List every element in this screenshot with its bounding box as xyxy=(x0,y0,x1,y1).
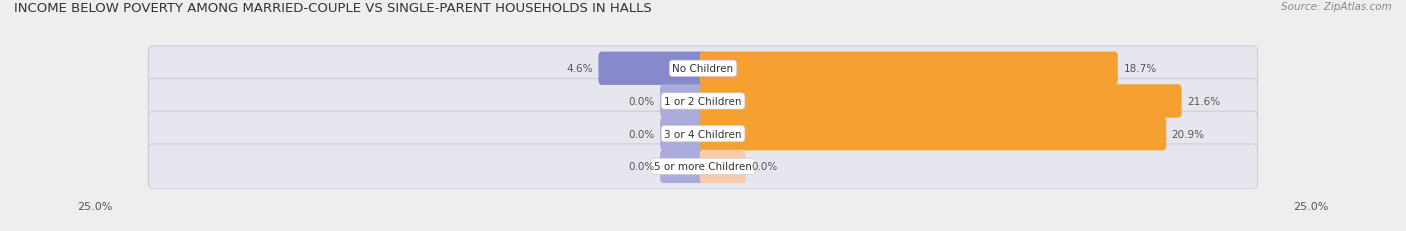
FancyBboxPatch shape xyxy=(149,47,1257,91)
FancyBboxPatch shape xyxy=(149,112,1257,156)
FancyBboxPatch shape xyxy=(700,118,1166,151)
FancyBboxPatch shape xyxy=(659,85,706,118)
Text: 20.9%: 20.9% xyxy=(1171,129,1205,139)
Text: 18.7%: 18.7% xyxy=(1123,64,1157,74)
FancyBboxPatch shape xyxy=(700,150,747,183)
Text: No Children: No Children xyxy=(672,64,734,74)
Text: 21.6%: 21.6% xyxy=(1187,97,1220,106)
Text: INCOME BELOW POVERTY AMONG MARRIED-COUPLE VS SINGLE-PARENT HOUSEHOLDS IN HALLS: INCOME BELOW POVERTY AMONG MARRIED-COUPL… xyxy=(14,2,652,15)
FancyBboxPatch shape xyxy=(659,150,706,183)
Text: Source: ZipAtlas.com: Source: ZipAtlas.com xyxy=(1281,2,1392,12)
Text: 0.0%: 0.0% xyxy=(628,97,655,106)
Text: 1 or 2 Children: 1 or 2 Children xyxy=(664,97,742,106)
Text: 4.6%: 4.6% xyxy=(567,64,593,74)
Text: 0.0%: 0.0% xyxy=(628,162,655,172)
FancyBboxPatch shape xyxy=(700,52,1118,85)
FancyBboxPatch shape xyxy=(700,85,1181,118)
FancyBboxPatch shape xyxy=(149,144,1257,189)
Text: 3 or 4 Children: 3 or 4 Children xyxy=(664,129,742,139)
FancyBboxPatch shape xyxy=(149,79,1257,124)
Text: 25.0%: 25.0% xyxy=(77,201,112,211)
Text: 5 or more Children: 5 or more Children xyxy=(654,162,752,172)
FancyBboxPatch shape xyxy=(659,118,706,151)
FancyBboxPatch shape xyxy=(599,52,706,85)
Text: 25.0%: 25.0% xyxy=(1294,201,1329,211)
Text: 0.0%: 0.0% xyxy=(628,129,655,139)
Text: 0.0%: 0.0% xyxy=(751,162,778,172)
